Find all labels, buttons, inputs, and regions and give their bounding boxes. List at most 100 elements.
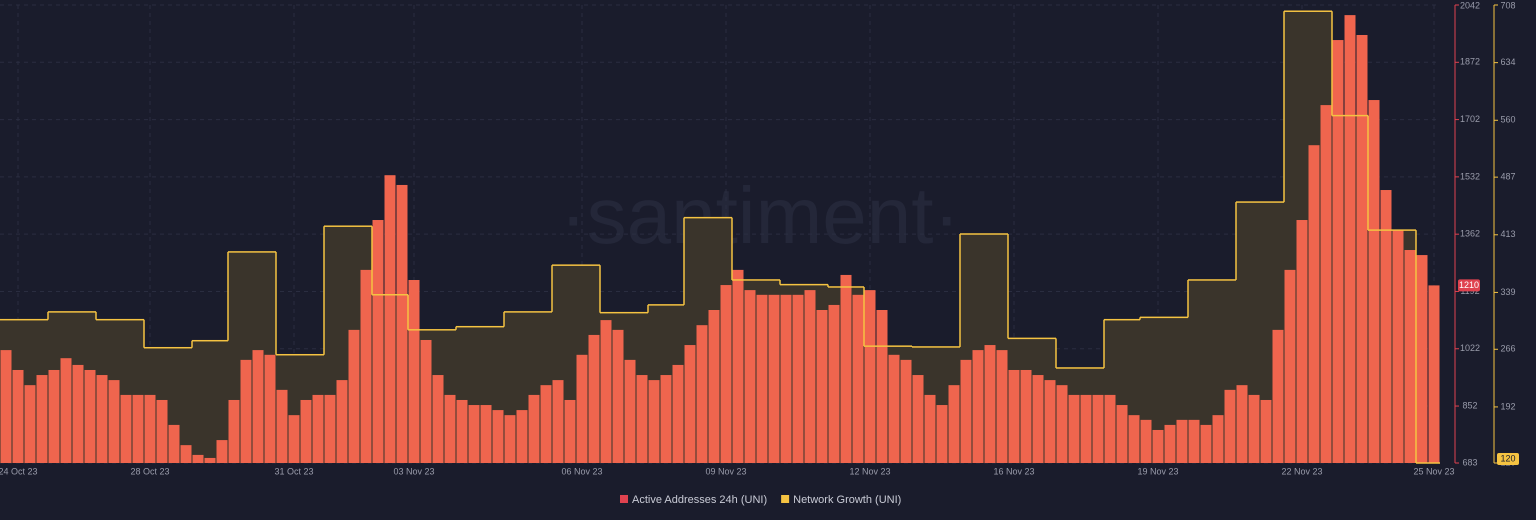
y2-tick-label: 192 xyxy=(1500,401,1515,411)
bar xyxy=(576,354,588,463)
bar xyxy=(1344,15,1356,463)
bar xyxy=(1248,394,1260,463)
bar xyxy=(1200,424,1212,463)
bar xyxy=(348,329,360,463)
bar xyxy=(1188,419,1200,463)
step-area xyxy=(1200,279,1212,463)
bar xyxy=(636,375,648,463)
bar xyxy=(456,399,468,463)
step-area xyxy=(180,347,192,463)
bar xyxy=(60,358,72,463)
y-tick-label: 2042 xyxy=(1460,0,1480,10)
bar xyxy=(12,369,24,463)
bar xyxy=(600,320,612,463)
current-value-label: 120 xyxy=(1500,453,1515,463)
axes: 6838521022119213621532170218722042120192… xyxy=(0,0,1519,476)
bar xyxy=(540,385,552,463)
bar xyxy=(816,309,828,463)
bar xyxy=(408,280,420,463)
bar xyxy=(1152,429,1164,463)
current-value-badge xyxy=(1497,453,1519,465)
bar xyxy=(216,440,228,463)
y2-tick-label: 266 xyxy=(1500,344,1515,354)
bar xyxy=(552,380,564,463)
y2-tick-label: 413 xyxy=(1500,229,1515,239)
bar xyxy=(1176,419,1188,463)
bar xyxy=(1296,220,1308,463)
bar xyxy=(684,345,696,463)
bar xyxy=(780,294,792,463)
bar xyxy=(792,294,804,463)
bar xyxy=(768,294,780,463)
y2-tick-label: 339 xyxy=(1500,287,1515,297)
bar xyxy=(1236,385,1248,463)
bar xyxy=(840,274,852,463)
bar xyxy=(1320,105,1332,463)
x-tick-label: 09 Nov 23 xyxy=(705,466,746,476)
step-area xyxy=(216,340,228,463)
x-tick-label: 19 Nov 23 xyxy=(1137,466,1178,476)
bar xyxy=(1056,385,1068,463)
step-area xyxy=(192,340,204,463)
bar xyxy=(960,359,972,463)
line-layer xyxy=(0,10,1440,464)
bar xyxy=(1164,424,1176,463)
bar xyxy=(888,354,900,463)
bar xyxy=(300,399,312,463)
bar xyxy=(324,394,336,463)
bar xyxy=(288,415,300,463)
bar xyxy=(168,424,180,463)
bar xyxy=(1116,405,1128,463)
bar xyxy=(180,445,192,463)
current-value-label: 1210 xyxy=(1459,280,1479,290)
bar xyxy=(1068,394,1080,463)
legend-label: Active Addresses 24h (UNI) xyxy=(632,494,767,506)
x-tick-label: 31 Oct 23 xyxy=(274,466,313,476)
bar xyxy=(1080,394,1092,463)
bar xyxy=(1272,329,1284,463)
y-tick-label: 1362 xyxy=(1460,229,1480,239)
bar xyxy=(1020,369,1032,463)
bar xyxy=(732,269,744,463)
bar xyxy=(1044,380,1056,463)
bar xyxy=(1404,250,1416,463)
bar xyxy=(1368,100,1380,463)
bar xyxy=(696,325,708,463)
x-tick-label: 22 Nov 23 xyxy=(1281,466,1322,476)
bar xyxy=(96,375,108,463)
bar xyxy=(264,354,276,463)
y-tick-label: 852 xyxy=(1462,400,1477,410)
x-tick-label: 03 Nov 23 xyxy=(393,466,434,476)
y2-tick-label: 708 xyxy=(1500,0,1515,10)
bar xyxy=(588,334,600,463)
bar xyxy=(156,399,168,463)
bar xyxy=(708,309,720,463)
bar xyxy=(192,454,204,463)
bar xyxy=(672,364,684,463)
current-value-badge xyxy=(1458,279,1480,292)
bar xyxy=(648,380,660,463)
bar xyxy=(564,399,576,463)
y-tick-label: 1022 xyxy=(1460,343,1480,353)
legend-swatch xyxy=(620,495,628,503)
y-tick-label: 683 xyxy=(1462,457,1477,467)
bar xyxy=(36,375,48,463)
x-tick-label: 25 Nov 23 xyxy=(1413,466,1454,476)
x-tick-label: 06 Nov 23 xyxy=(561,466,602,476)
bar xyxy=(936,405,948,463)
bar xyxy=(252,350,264,463)
bar xyxy=(1008,369,1020,463)
bar xyxy=(444,394,456,463)
bar xyxy=(72,364,84,463)
bar-layer xyxy=(0,15,1440,464)
bar xyxy=(1128,415,1140,463)
bar xyxy=(852,294,864,463)
bar xyxy=(24,385,36,463)
bar xyxy=(1416,255,1428,463)
bar xyxy=(744,290,756,463)
bar xyxy=(132,394,144,463)
watermark: ·santiment· xyxy=(560,171,960,260)
bar xyxy=(1224,389,1236,463)
bar xyxy=(828,304,840,463)
